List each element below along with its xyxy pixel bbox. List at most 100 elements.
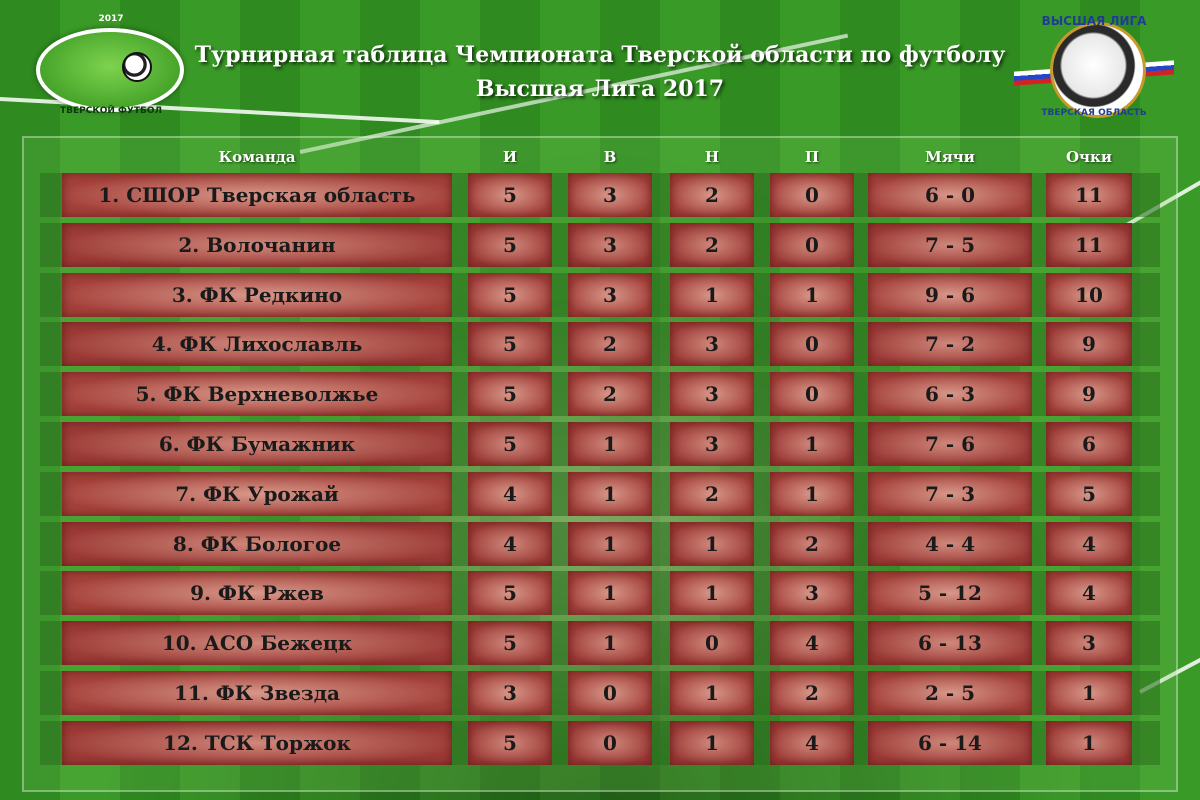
- lost-cell: 1: [770, 471, 854, 516]
- goals-cell: 7 - 6: [868, 422, 1032, 466]
- points-cell: 1: [1046, 720, 1132, 765]
- goals-cell: 5 - 12: [868, 571, 1032, 616]
- points-cell: 10: [1046, 272, 1132, 317]
- lost-cell: 1: [770, 272, 854, 317]
- won-cell: 2: [568, 372, 652, 417]
- drawn-cell: 1: [670, 521, 754, 566]
- column-header-drawn: Н: [704, 148, 720, 166]
- won-cell: 0: [568, 720, 652, 765]
- column-header-points: Очки: [1065, 148, 1112, 166]
- team-name-cell: 4. ФК Лихославль: [62, 322, 452, 367]
- won-cell: 3: [568, 222, 652, 267]
- points-cell: 4: [1046, 521, 1132, 566]
- team-name-cell: 1. СШОР Тверская область: [62, 173, 452, 217]
- drawn-cell: 1: [670, 571, 754, 616]
- drawn-cell: 1: [670, 272, 754, 317]
- team-name-cell: 3. ФК Редкино: [62, 272, 452, 317]
- lost-cell: 0: [770, 173, 854, 217]
- drawn-cell: 2: [670, 173, 754, 217]
- played-cell: 3: [468, 671, 552, 715]
- drawn-cell: 2: [670, 222, 754, 267]
- played-cell: 4: [468, 521, 552, 566]
- team-name-cell: 5. ФК Верхневолжье: [62, 372, 452, 417]
- table-row: 12. ТСК Торжок 5 0 1 4 6 - 14 1: [0, 720, 1200, 765]
- drawn-cell: 1: [670, 671, 754, 715]
- played-cell: 5: [468, 322, 552, 367]
- won-cell: 1: [568, 571, 652, 616]
- logo-tver-football: 2017 ТВЕРСКОЙ ФУТБОЛ: [36, 14, 186, 118]
- lost-cell: 4: [770, 621, 854, 666]
- lost-cell: 0: [770, 322, 854, 367]
- table-row: 1. СШОР Тверская область 5 3 2 0 6 - 0 11: [0, 173, 1200, 217]
- points-cell: 9: [1046, 372, 1132, 417]
- table-row: 2. Волочанин 5 3 2 0 7 - 5 11: [0, 222, 1200, 267]
- team-name-cell: 7. ФК Урожай: [62, 471, 452, 516]
- lost-cell: 0: [770, 222, 854, 267]
- drawn-cell: 0: [670, 621, 754, 666]
- team-name-cell: 2. Волочанин: [62, 222, 452, 267]
- goals-cell: 7 - 5: [868, 222, 1032, 267]
- column-header-team: Команда: [218, 148, 296, 166]
- team-name-cell: 8. ФК Бологое: [62, 521, 452, 566]
- team-name-cell: 6. ФК Бумажник: [62, 422, 452, 466]
- played-cell: 5: [468, 422, 552, 466]
- goals-cell: 9 - 6: [868, 272, 1032, 317]
- played-cell: 5: [468, 272, 552, 317]
- played-cell: 5: [468, 173, 552, 217]
- drawn-cell: 3: [670, 422, 754, 466]
- points-cell: 11: [1046, 222, 1132, 267]
- goals-cell: 7 - 2: [868, 322, 1032, 367]
- lost-cell: 2: [770, 671, 854, 715]
- table-row: 4. ФК Лихославль 5 2 3 0 7 - 2 9: [0, 322, 1200, 367]
- goals-cell: 6 - 0: [868, 173, 1032, 217]
- played-cell: 5: [468, 720, 552, 765]
- points-cell: 3: [1046, 621, 1132, 666]
- table-row: 9. ФК Ржев 5 1 1 3 5 - 12 4: [0, 571, 1200, 616]
- table-row: 3. ФК Редкино 5 3 1 1 9 - 6 10: [0, 272, 1200, 317]
- team-name-cell: 12. ТСК Торжок: [62, 720, 452, 765]
- points-cell: 11: [1046, 173, 1132, 217]
- played-cell: 5: [468, 372, 552, 417]
- team-name-cell: 9. ФК Ржев: [62, 571, 452, 616]
- played-cell: 4: [468, 471, 552, 516]
- goals-cell: 6 - 13: [868, 621, 1032, 666]
- points-cell: 6: [1046, 422, 1132, 466]
- team-name-cell: 11. ФК Звезда: [62, 671, 452, 715]
- column-header-played: И: [502, 148, 518, 166]
- logo-bottom-text: ТВЕРСКАЯ ОБЛАСТЬ: [1041, 108, 1147, 118]
- goals-cell: 6 - 14: [868, 720, 1032, 765]
- league-emblem-icon: [1050, 22, 1146, 118]
- logo-top-text: ВЫСШАЯ ЛИГА: [1041, 14, 1147, 28]
- drawn-cell: 2: [670, 471, 754, 516]
- won-cell: 0: [568, 671, 652, 715]
- table-row: 5. ФК Верхневолжье 5 2 3 0 6 - 3 9: [0, 372, 1200, 417]
- goals-cell: 4 - 4: [868, 521, 1032, 566]
- lost-cell: 3: [770, 571, 854, 616]
- logo-oval: [36, 28, 184, 112]
- played-cell: 5: [468, 222, 552, 267]
- points-cell: 4: [1046, 571, 1132, 616]
- table-header: Команда И В Н П Мячи Очки: [0, 140, 1200, 172]
- points-cell: 5: [1046, 471, 1132, 516]
- won-cell: 3: [568, 272, 652, 317]
- won-cell: 1: [568, 471, 652, 516]
- goals-cell: 6 - 3: [868, 372, 1032, 417]
- goals-cell: 2 - 5: [868, 671, 1032, 715]
- lost-cell: 0: [770, 372, 854, 417]
- logo-year: 2017: [98, 14, 124, 24]
- points-cell: 9: [1046, 322, 1132, 367]
- lost-cell: 4: [770, 720, 854, 765]
- lost-cell: 1: [770, 422, 854, 466]
- won-cell: 1: [568, 621, 652, 666]
- drawn-cell: 3: [670, 322, 754, 367]
- logo-premier-league: ВЫСШАЯ ЛИГА ТВЕРСКАЯ ОБЛАСТЬ: [1014, 14, 1174, 124]
- column-header-lost: П: [804, 148, 820, 166]
- won-cell: 1: [568, 422, 652, 466]
- logo-caption: ТВЕРСКОЙ ФУТБОЛ: [59, 106, 162, 116]
- column-header-goals: Мячи: [925, 148, 975, 166]
- team-name-cell: 10. АСО Бежецк: [62, 621, 452, 666]
- page-subtitle: Высшая Лига 2017: [475, 76, 725, 102]
